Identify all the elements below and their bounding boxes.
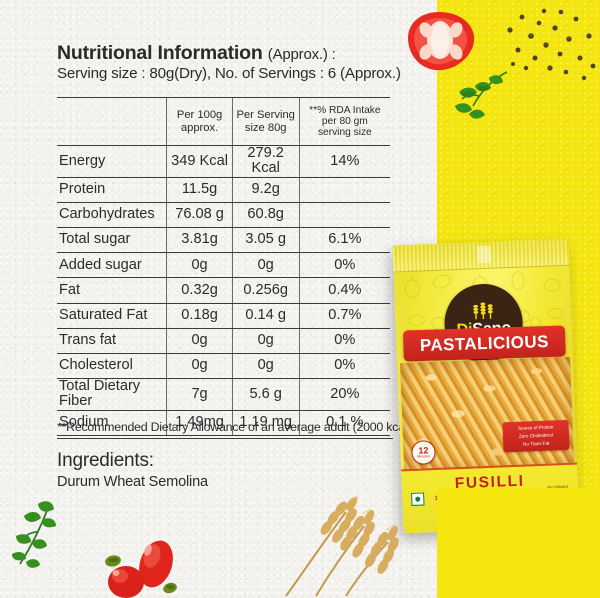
cell-nutrient: Carbohydrates [57, 202, 167, 229]
cell-per-100g: 0g [166, 353, 233, 380]
cell-rda: 0% [298, 252, 390, 279]
panel-title-approx: (Approx.) : [267, 46, 336, 63]
wheat-stalks-icon [285, 496, 399, 597]
table-row: Fat 0.32g 0.256g 0.4% [57, 277, 390, 304]
pastalicious-banner-text: PASTALICIOUS [419, 331, 550, 355]
table-row: Total sugar 3.81g 3.05 g 6.1% [57, 227, 390, 254]
cell-per-serving: 3.05 g [231, 227, 300, 254]
cell-nutrient: Sodium [57, 410, 167, 436]
cell-nutrient: Fat [57, 277, 167, 304]
cell-rda [298, 202, 390, 229]
table-row: Carbohydrates 76.08 g 60.8g [57, 202, 390, 229]
cell-per-100g: 0.18g [166, 303, 233, 329]
cell-per-serving: 0g [231, 353, 300, 380]
cell-per-serving: 279.2 Kcal [231, 145, 300, 178]
table-row: Protein 11.5g 9.2g [57, 177, 390, 203]
cell-nutrient: Trans fat [57, 328, 167, 354]
cell-rda: 0.4% [298, 277, 390, 304]
col-header-per-serving-l2: size 80g [244, 121, 287, 134]
tomato-half-icon [408, 12, 475, 71]
panel-title: Nutritional Information (Approx.) : [57, 42, 407, 64]
cell-rda: 0.7% [298, 303, 390, 329]
disano-brand-logo: DiSano Stay Fit, Stay Healthy [443, 282, 525, 364]
cell-nutrient: Protein [57, 177, 167, 203]
col-header-rda-l1: **% RDA Intake [309, 104, 381, 116]
col-header-per-serving: Per Serving size 80g [231, 97, 300, 146]
cell-per-serving: 60.8g [231, 202, 300, 229]
table-row: Saturated Fat 0.18g 0.14 g 0.7% [57, 303, 390, 329]
col-header-per-serving-l1: Per Serving [236, 108, 295, 121]
table-row: Sodium 1.49mg 1.19 mg 0.1 % [57, 410, 390, 436]
cell-rda: 0% [298, 328, 390, 354]
nutrition-panel: Nutritional Information (Approx.) : Serv… [57, 42, 411, 490]
col-header-rda-l2: per 80 gm [321, 115, 368, 127]
cell-rda: 0% [298, 353, 390, 380]
col-header-per-100g: Per 100g approx. [166, 97, 233, 146]
cell-per-100g: 7g [166, 378, 233, 411]
panel-heading: Nutritional Information (Approx.) : Serv… [57, 42, 407, 82]
cell-nutrient: Added sugar [57, 252, 167, 279]
pastalicious-banner: PASTALICIOUS [402, 325, 566, 362]
table-row: Added sugar 0g 0g 0% [57, 252, 390, 279]
serving-size-line: Serving size : 80g(Dry), No. of Servings… [57, 65, 401, 83]
cell-per-100g: 3.81g [166, 227, 233, 254]
table-row: Total Dietary Fiber 7g 5.6 g 20% [57, 379, 390, 411]
table-header-row: Per 100g approx. Per Serving size 80g **… [57, 97, 390, 146]
wheat-ears-icon [473, 302, 493, 320]
cell-rda [298, 177, 390, 203]
table-row: Trans fat 0g 0g 0% [57, 328, 390, 354]
cell-per-100g: 1.49mg [166, 410, 233, 436]
rda-footnote: **Recommended Dietary Allowance of an av… [57, 420, 411, 439]
cell-rda: 0.1 % [298, 410, 390, 436]
cell-per-serving: 0g [231, 328, 300, 354]
ingredients-title: Ingredients: [57, 450, 154, 471]
nutrition-table: Per 100g approx. Per Serving size 80g **… [57, 97, 390, 436]
cell-nutrient: Total sugar [57, 227, 167, 254]
claim-item: No Trans Fat [522, 440, 550, 447]
cell-per-100g: 0g [166, 328, 233, 354]
cell-per-serving: 9.2g [231, 177, 300, 203]
panel-title-text: Nutritional Information [57, 42, 263, 64]
cell-rda: 14% [298, 145, 390, 178]
col-header-nutrient [57, 97, 167, 146]
cell-rda: 20% [298, 378, 390, 411]
cell-nutrient: Cholesterol [57, 353, 167, 380]
cell-rda: 6.1% [298, 227, 390, 254]
pasta-package: DiSano Stay Fit, Stay Healthy PASTALICIO… [392, 238, 580, 534]
nutrition-table-head: Per 100g approx. Per Serving size 80g **… [57, 97, 390, 146]
cell-nutrient: Saturated Fat [57, 303, 167, 329]
ingredients-body: Durum Wheat Semolina [57, 474, 208, 490]
cell-per-100g: 11.5g [166, 177, 233, 203]
cell-per-100g: 349 Kcal [166, 145, 233, 178]
parsley-leaf-icon [455, 71, 508, 119]
col-header-per-100g-l2: approx. [180, 121, 219, 134]
col-header-per-100g-l1: Per 100g [176, 108, 223, 121]
cell-per-serving: 1.19 mg [231, 410, 300, 436]
col-header-rda: **% RDA Intake per 80 gm serving size [298, 97, 390, 146]
table-row: Cholesterol 0g 0g 0% [57, 353, 390, 380]
parsley-leaf-icon [12, 501, 56, 568]
cell-per-serving: 0.14 g [231, 303, 300, 329]
col-header-rda-l3: serving size [317, 127, 372, 139]
product-claims-badge: Source of Protein Zero Cholesterol No Tran… [502, 419, 570, 453]
table-row: Energy 349 Kcal 279.2 Kcal 14% [57, 145, 390, 178]
cook-time-unit: Minutes [417, 453, 431, 459]
cell-nutrient: Total Dietary Fiber [57, 379, 167, 411]
peppercorn-scatter-icon [507, 8, 596, 81]
vegetarian-mark-icon [411, 492, 425, 506]
cell-per-serving: 0g [231, 252, 300, 279]
cherry-tomatoes-icon [105, 540, 177, 598]
nutrition-table-body: Energy 349 Kcal 279.2 Kcal 14% Protein 11.5g 9… [57, 145, 390, 436]
cell-per-100g: 76.08 g [166, 202, 233, 229]
cell-per-100g: 0.32g [166, 277, 233, 304]
cell-per-serving: 5.6 g [231, 378, 300, 411]
cell-per-serving: 0.256g [231, 277, 300, 304]
yellow-background-lower [437, 488, 600, 598]
cell-nutrient: Energy [57, 145, 167, 178]
cell-per-100g: 0g [166, 252, 233, 279]
